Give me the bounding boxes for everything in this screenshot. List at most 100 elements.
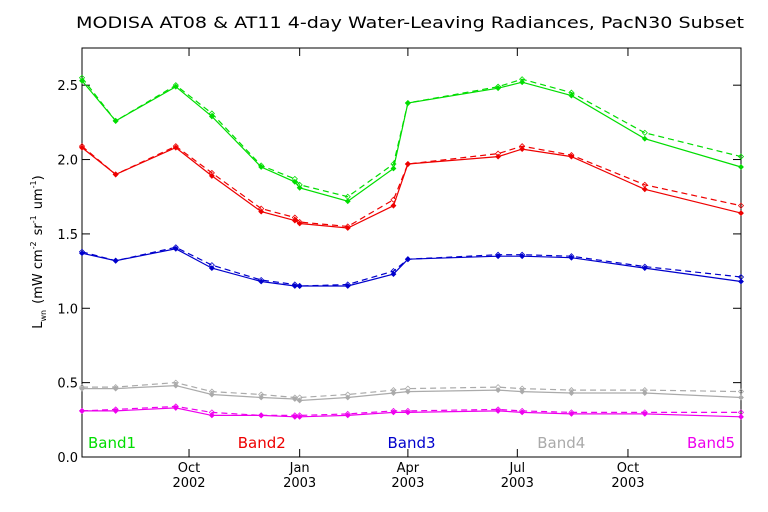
point-band2-at11 [344,223,351,230]
point-band2-at08 [738,210,744,217]
point-band3-at11 [172,244,179,251]
x-tick-month: Jul [508,461,525,476]
point-band2-at11 [296,218,303,226]
y-tick-label: 2.5 [57,79,78,94]
point-band4-at11 [291,394,298,401]
y-axis: 0.0 0.5 1.0 1.5 2.0 2.5 [57,79,741,466]
legend: Band1 Band2 Band3 Band4 Band5 [88,434,735,452]
point-band3-at11 [568,253,575,260]
x-tick-year: 2002 [172,476,205,491]
point-band4-at11 [641,387,648,394]
point-band1-at08 [738,164,744,170]
x-tick-month: Oct [178,461,200,476]
point-band1-at11 [78,74,86,81]
point-band4-at11 [258,391,265,398]
point-band1-at11 [258,162,265,169]
point-band3-at11 [495,251,502,258]
point-band1-at11 [568,89,575,96]
legend-label-band4: Band4 [537,434,585,452]
series-band4 [78,379,745,404]
point-band1-at11 [208,110,215,117]
point-band1-at11 [404,99,411,107]
point-band3-at11 [737,273,745,281]
point-band1-at08 [404,100,411,106]
chart-title: MODISA AT08 & AT11 4-day Water-Leaving R… [76,13,744,32]
point-band3-at08 [738,278,744,285]
point-band3-at11 [344,281,351,288]
point-band4-at11 [519,385,526,392]
x-tick-year: 2003 [611,476,644,491]
point-band3-at11 [258,276,265,284]
y-label-sub: wn [39,310,48,322]
y-label-um: um [31,188,46,209]
point-band2-at11 [258,205,265,212]
point-band5-at11 [568,409,575,416]
point-band4-at11 [112,384,119,391]
point-band5-at11 [78,407,86,414]
point-band2-at11 [568,152,575,159]
point-band1-at11 [344,193,351,200]
point-band1-at11 [112,117,119,124]
point-band3-at11 [641,263,648,270]
legend-label-band3: Band3 [387,434,435,452]
point-band3-at11 [112,257,119,264]
series-band3 [78,244,745,290]
point-band1-at08 [641,135,648,142]
y-tick-label: 2.0 [57,154,78,169]
point-band1-at11 [172,82,179,89]
y-label-sr: sr [31,223,46,236]
series-line-band2-at08 [81,146,742,229]
series-line-band4-at11 [82,381,742,399]
point-band1-at11 [519,76,526,83]
point-band1-at11 [495,83,502,90]
y-label-exp2: -1 [29,215,38,223]
point-band4-at08 [738,394,744,401]
point-band3-at11 [390,268,397,275]
point-band5-at08 [738,413,744,420]
point-band4-at11 [78,384,86,391]
plot-frame [81,47,742,458]
point-band3-at11 [78,248,86,255]
point-band1-at08 [390,165,397,172]
series-band5 [78,403,745,420]
x-tick-month: Jan [289,461,310,476]
legend-label-band5: Band5 [687,434,735,452]
series-line-band1-at08 [81,80,742,202]
point-band2-at08 [641,186,648,193]
point-band5-at11 [258,412,265,419]
point-band4-at11 [172,379,179,386]
series-layer [78,74,745,420]
x-tick-year: 2003 [283,476,316,491]
point-band2-at11 [390,196,397,203]
y-tick-label: 1.0 [57,302,78,317]
point-band3-at08 [296,283,303,289]
point-band5-at08 [79,407,85,414]
point-band4-at11 [296,394,303,401]
point-band5-at11 [291,412,298,419]
point-band2-at11 [78,143,86,150]
point-band5-at11 [296,412,303,419]
y-tick-label: 0.0 [57,451,78,466]
point-band1-at11 [296,181,303,188]
y-label-unit: (mW cm [31,249,46,304]
x-tick-month: Oct [617,461,639,476]
point-band5-at11 [390,407,397,414]
point-band5-at11 [519,407,526,414]
y-label-exp3: -1 [29,180,38,188]
point-band3-at08 [112,257,119,264]
series-band2 [78,143,745,231]
point-band5-at11 [208,409,215,416]
series-line-band1-at11 [81,77,742,198]
point-band4-at11 [737,388,745,395]
legend-label-band1: Band1 [88,434,136,452]
point-band5-at11 [404,407,411,414]
point-band2-at11 [404,160,411,168]
series-line-band3-at08 [81,248,742,287]
point-band2-at08 [390,202,397,209]
point-band5-at11 [641,409,648,416]
series-line-band5-at11 [81,405,741,416]
point-band5-at11 [495,406,502,413]
point-band2-at11 [291,214,298,221]
